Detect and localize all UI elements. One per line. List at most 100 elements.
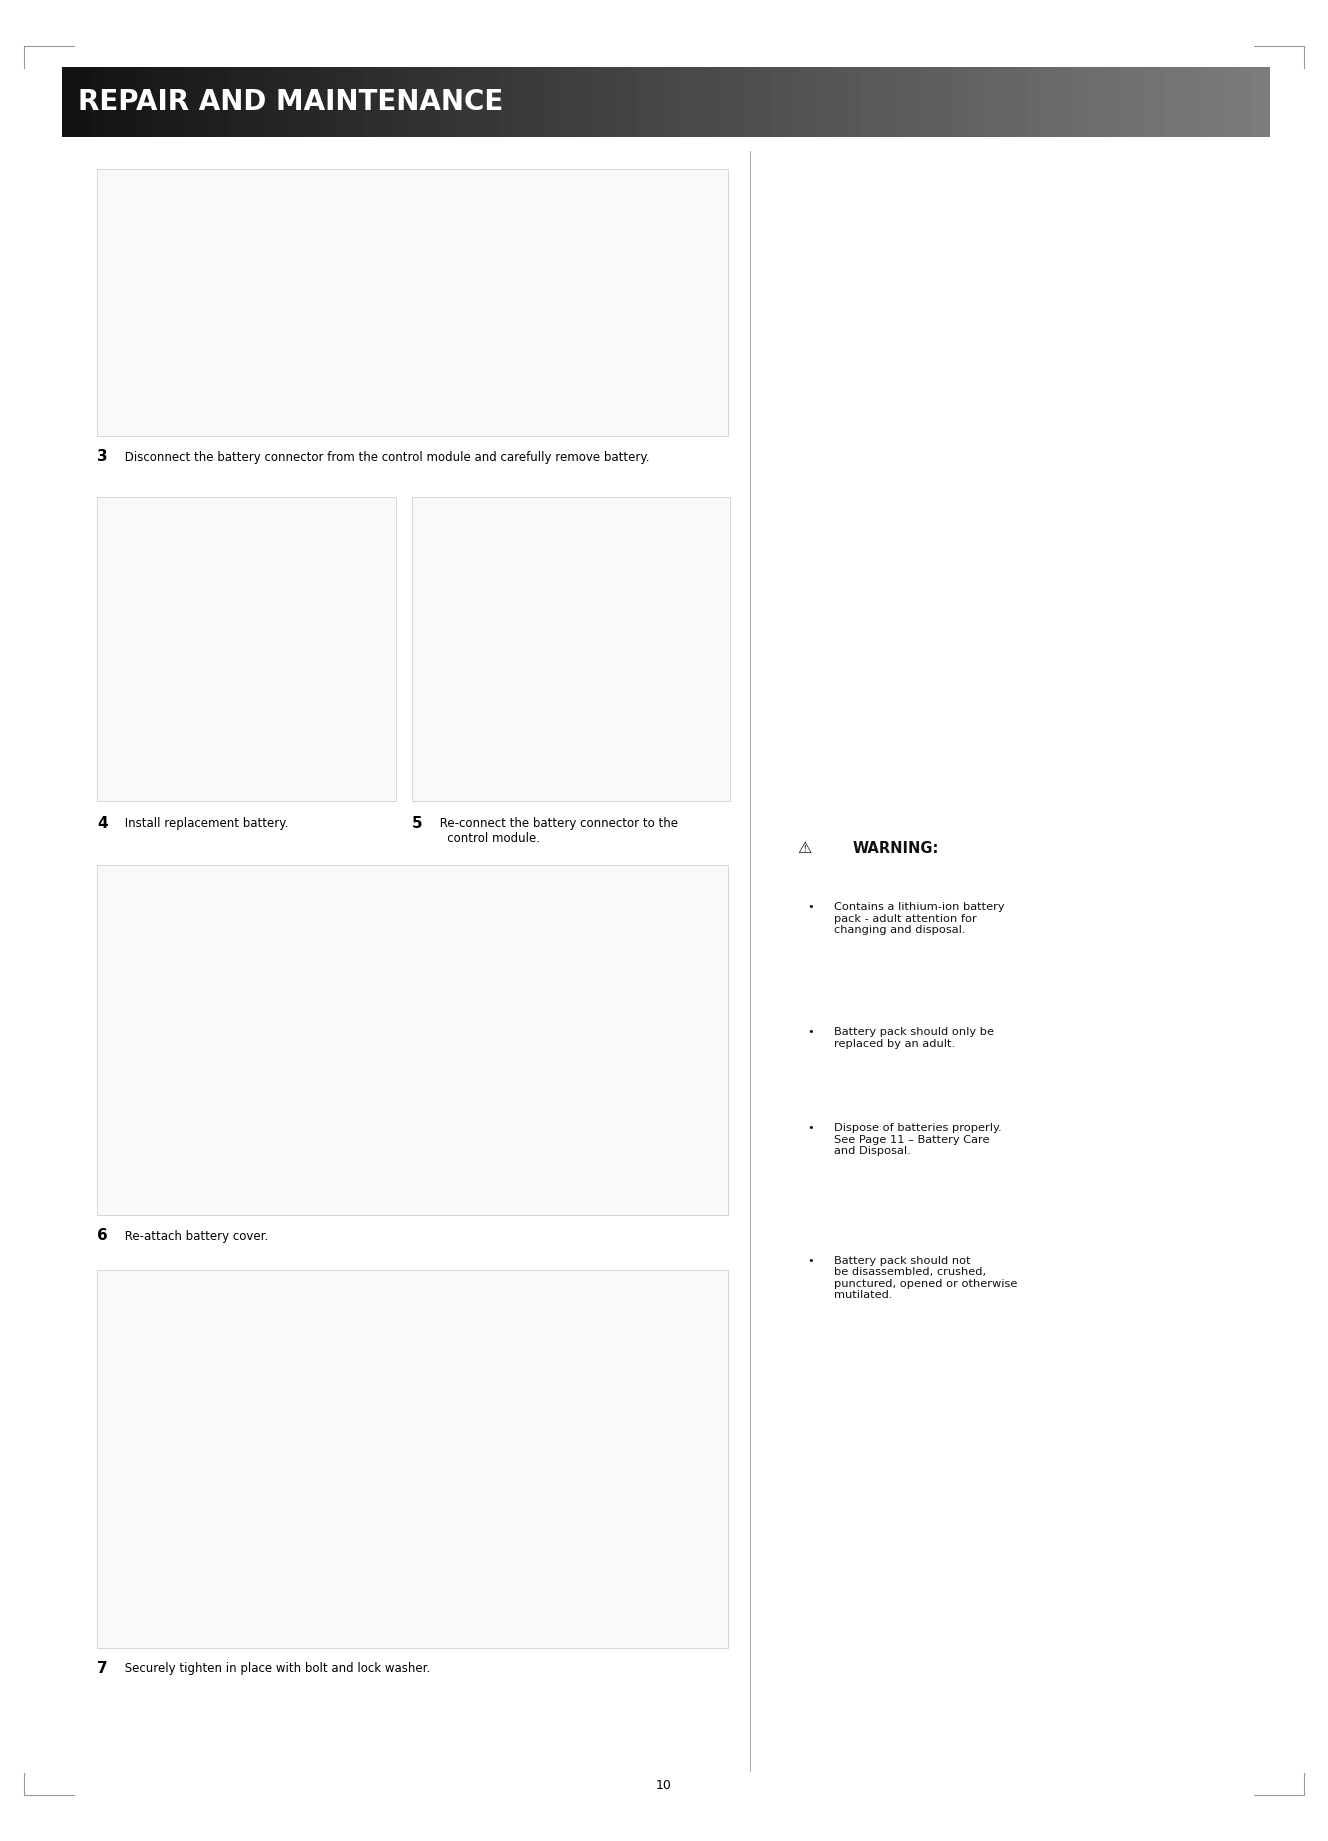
Bar	[167, 68, 185, 138]
Bar	[530, 68, 546, 138]
Bar	[1193, 68, 1210, 138]
Bar	[1102, 68, 1118, 138]
Bar	[412, 497, 730, 801]
Bar	[440, 68, 456, 138]
Bar	[97, 1270, 728, 1648]
Bar	[862, 68, 878, 138]
Bar	[831, 68, 847, 138]
Bar	[485, 68, 501, 138]
Bar	[409, 68, 425, 138]
Bar	[1057, 68, 1073, 138]
Bar	[907, 68, 923, 138]
Bar	[274, 68, 290, 138]
Bar	[680, 68, 697, 138]
Bar	[544, 68, 562, 138]
Bar	[183, 68, 199, 138]
Text: ⚠: ⚠	[797, 841, 811, 856]
Bar	[333, 68, 351, 138]
Bar	[97, 169, 728, 436]
Text: Dispose of batteries properly.
See Page 11 – Battery Care
and Disposal.: Dispose of batteries properly. See Page …	[834, 1123, 1001, 1156]
Text: Re-attach battery cover.: Re-attach battery cover.	[121, 1230, 268, 1243]
Bar	[606, 68, 622, 138]
Text: Install replacement battery.: Install replacement battery.	[121, 817, 288, 830]
Text: •: •	[807, 1256, 814, 1265]
Bar	[108, 68, 124, 138]
Bar	[62, 68, 78, 138]
Text: 10: 10	[656, 1778, 672, 1793]
Bar	[1147, 68, 1165, 138]
Bar	[515, 68, 531, 138]
Text: 7: 7	[97, 1661, 108, 1675]
Bar	[364, 68, 380, 138]
Bar	[1238, 68, 1255, 138]
Bar	[349, 68, 365, 138]
Bar	[198, 68, 215, 138]
Bar	[77, 68, 94, 138]
Bar	[243, 68, 260, 138]
Bar	[469, 68, 486, 138]
Text: 3: 3	[97, 449, 108, 464]
Bar	[1118, 68, 1134, 138]
Bar	[1027, 68, 1044, 138]
Bar	[936, 68, 954, 138]
Bar	[997, 68, 1013, 138]
Bar	[1223, 68, 1239, 138]
Text: •: •	[807, 1123, 814, 1132]
Bar	[815, 68, 833, 138]
Bar	[786, 68, 802, 138]
Text: •: •	[807, 902, 814, 911]
Bar	[1208, 68, 1224, 138]
Text: Re-connect the battery connector to the
   control module.: Re-connect the battery connector to the …	[436, 817, 677, 845]
Bar	[1133, 68, 1149, 138]
Bar	[1163, 68, 1179, 138]
Bar	[741, 68, 757, 138]
Bar	[1178, 68, 1194, 138]
Bar	[590, 68, 607, 138]
Text: Battery pack should only be
replaced by an adult.: Battery pack should only be replaced by …	[834, 1027, 993, 1049]
Bar	[499, 68, 515, 138]
Bar	[801, 68, 818, 138]
Bar	[635, 68, 652, 138]
Bar	[394, 68, 410, 138]
Bar	[696, 68, 712, 138]
Text: WARNING:: WARNING:	[853, 841, 939, 856]
Bar	[259, 68, 275, 138]
Bar	[288, 68, 305, 138]
Text: Contains a lithium-ion battery
pack - adult attention for
changing and disposal.: Contains a lithium-ion battery pack - ad…	[834, 902, 1004, 935]
Bar	[1088, 68, 1104, 138]
Bar	[122, 68, 139, 138]
Bar	[424, 68, 441, 138]
Bar	[575, 68, 591, 138]
Text: Securely tighten in place with bolt and lock washer.: Securely tighten in place with bolt and …	[121, 1662, 430, 1675]
Bar	[228, 68, 244, 138]
Bar	[1072, 68, 1089, 138]
Bar	[756, 68, 772, 138]
Bar	[876, 68, 892, 138]
Bar	[770, 68, 788, 138]
Text: REPAIR AND MAINTENANCE: REPAIR AND MAINTENANCE	[78, 88, 503, 116]
Bar	[967, 68, 983, 138]
Bar	[378, 68, 396, 138]
Bar	[454, 68, 470, 138]
Bar	[952, 68, 968, 138]
Bar	[846, 68, 863, 138]
Bar	[153, 68, 169, 138]
Bar	[1042, 68, 1058, 138]
Bar	[319, 68, 335, 138]
Bar	[891, 68, 908, 138]
Bar	[922, 68, 938, 138]
Bar	[981, 68, 999, 138]
Bar	[651, 68, 667, 138]
Bar	[93, 68, 109, 138]
Bar	[620, 68, 636, 138]
Bar	[665, 68, 681, 138]
Text: 6: 6	[97, 1228, 108, 1243]
Bar	[710, 68, 726, 138]
Bar	[97, 865, 728, 1215]
Bar	[304, 68, 320, 138]
Bar	[212, 68, 230, 138]
Bar	[560, 68, 576, 138]
Text: 4: 4	[97, 816, 108, 830]
Text: •: •	[807, 1027, 814, 1036]
Bar	[1254, 68, 1270, 138]
